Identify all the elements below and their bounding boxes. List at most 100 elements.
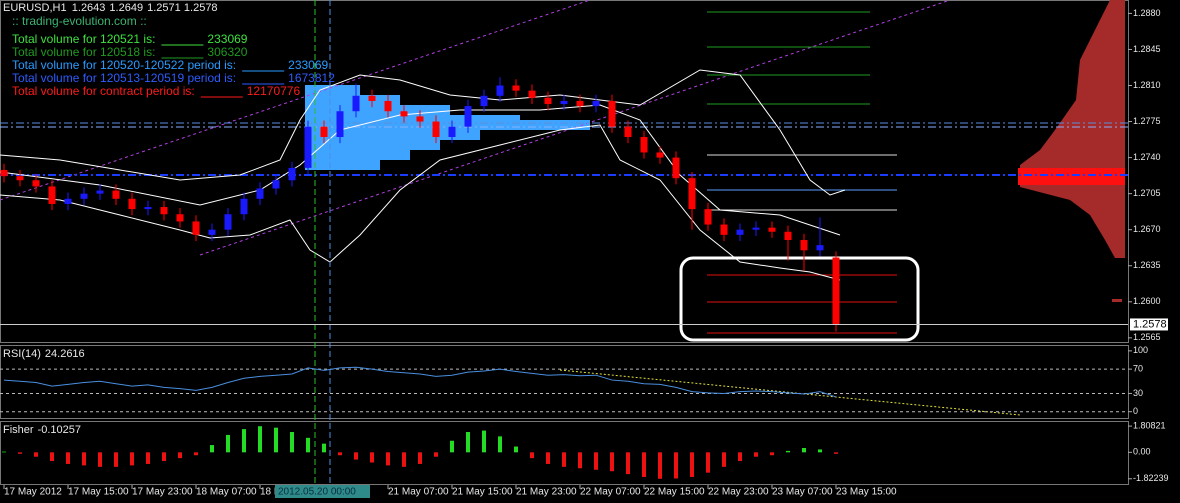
candle-body	[752, 227, 760, 230]
y-tick-label: 70	[1133, 363, 1143, 373]
candle-body	[256, 188, 264, 199]
candle-body	[192, 221, 200, 235]
candle-body	[64, 198, 72, 204]
volume-value: 1673812	[288, 71, 335, 85]
x-tick-label: 18 May 07:00	[196, 487, 257, 498]
fisher-bar	[754, 452, 758, 457]
fisher-pane	[0, 421, 1129, 485]
time-marker: 2012.05.20 00:00	[278, 487, 356, 498]
fisher-bar	[402, 452, 406, 467]
last-high: 1.2649	[109, 2, 143, 14]
volume-label: Total volume for 120521 is:	[12, 32, 155, 46]
fisher-bar	[322, 443, 326, 453]
fisher-bar	[66, 452, 70, 464]
rsi-pane	[0, 345, 1129, 419]
fisher-bar	[546, 452, 550, 464]
x-tick-label: 17 May 15:00	[68, 487, 129, 498]
fisher-bar	[370, 452, 374, 463]
candle-body	[528, 90, 536, 98]
fisher-bar	[258, 426, 262, 453]
fisher-bar	[354, 452, 358, 460]
volume-label: Total volume for 120513-120519 period is…	[12, 71, 236, 85]
x-tick-label: 17 May 2012	[4, 487, 62, 498]
fisher-bar	[18, 452, 22, 454]
candle-body	[704, 209, 712, 225]
fisher-bar	[242, 429, 246, 453]
trend-line	[559, 369, 1021, 416]
y-tick-label: 1.2600	[1133, 296, 1161, 306]
volume-value: 12170776	[247, 84, 301, 98]
fisher-bar	[306, 437, 310, 453]
candle-body	[560, 100, 568, 105]
y-tick-label: 1.2845	[1133, 44, 1161, 54]
candle-body	[368, 95, 376, 101]
y-tick-label: 100	[1133, 345, 1148, 355]
channel-line	[199, 0, 951, 256]
fisher-bar	[130, 452, 134, 466]
y-tick-label: 1.2775	[1133, 116, 1161, 126]
fisher-bar	[738, 452, 742, 462]
candle-body	[640, 136, 648, 153]
candle-body	[384, 100, 392, 112]
candle-body	[496, 85, 504, 96]
candle-body	[448, 126, 456, 137]
volume-label: Total volume for contract period is:	[12, 84, 195, 98]
fisher-bar	[578, 452, 582, 469]
price-title: EURUSD,H1 1.2643 1.2649 1.2571 1.2578	[3, 2, 218, 14]
y-tick-label: 1.2880	[1133, 8, 1161, 18]
candle-body	[144, 207, 152, 210]
candle-body	[80, 193, 88, 199]
candle-body	[768, 227, 776, 232]
fisher-bar	[594, 452, 598, 470]
site: :: trading-evolution.com ::	[12, 14, 147, 28]
volume-profile	[1020, 0, 1125, 258]
volume-value: 306320	[207, 45, 247, 59]
y-tick-label: 1.2565	[1133, 332, 1161, 342]
candle-body	[832, 257, 840, 325]
y-tick-label: 1.2740	[1133, 152, 1161, 162]
x-tick-label: 22 May 07:00	[580, 487, 641, 498]
y-tick-label: 1.80821	[1133, 420, 1166, 430]
candle-body	[736, 229, 744, 235]
volume-label: Total volume for 120520-120522 period is…	[12, 58, 236, 72]
x-tick-label: 21 May 15:00	[452, 487, 513, 498]
candle-body	[480, 95, 488, 107]
candle-body	[272, 180, 280, 189]
candle-body	[304, 126, 312, 168]
candle-body	[400, 111, 408, 117]
candle-body	[320, 126, 328, 137]
fisher-bar	[626, 452, 630, 475]
candle-body	[112, 190, 120, 199]
rsi-title: RSI(14) 24.2616	[3, 348, 85, 360]
y-tick-label: 1.2705	[1133, 188, 1161, 198]
candle-body	[336, 111, 344, 137]
price-label-box	[1130, 318, 1168, 331]
candle-body	[544, 97, 552, 105]
candle-body	[352, 95, 360, 112]
x-tick-label: 21 May 07:00	[388, 487, 449, 498]
fisher-bar	[386, 452, 390, 466]
fisher-bar	[290, 432, 294, 453]
candle-body	[224, 214, 232, 230]
fisher-bar	[146, 452, 150, 464]
rsi-last: 24.2616	[45, 348, 85, 360]
candle-body	[512, 85, 520, 91]
candle-body	[176, 214, 184, 222]
fisher-bar	[418, 452, 422, 464]
x-tick-label: 23 May 07:00	[772, 487, 833, 498]
symbol: EURUSD,H1	[3, 2, 66, 14]
x-tick-label: 22 May 15:00	[644, 487, 705, 498]
x-tick-label: 23 May 15:00	[836, 487, 897, 498]
fisher-bar	[34, 452, 38, 457]
highlight-box	[679, 256, 920, 342]
fisher-bar	[98, 452, 102, 467]
y-tick-label: 0.00	[1133, 447, 1151, 457]
candle-body	[608, 100, 616, 127]
fisher-bar	[514, 446, 518, 453]
fisher-bar	[562, 452, 566, 467]
candle-body	[464, 106, 472, 127]
bollinger-middle	[0, 104, 841, 236]
y-tick-label: 30	[1133, 388, 1143, 398]
fisher-bar	[770, 452, 774, 456]
